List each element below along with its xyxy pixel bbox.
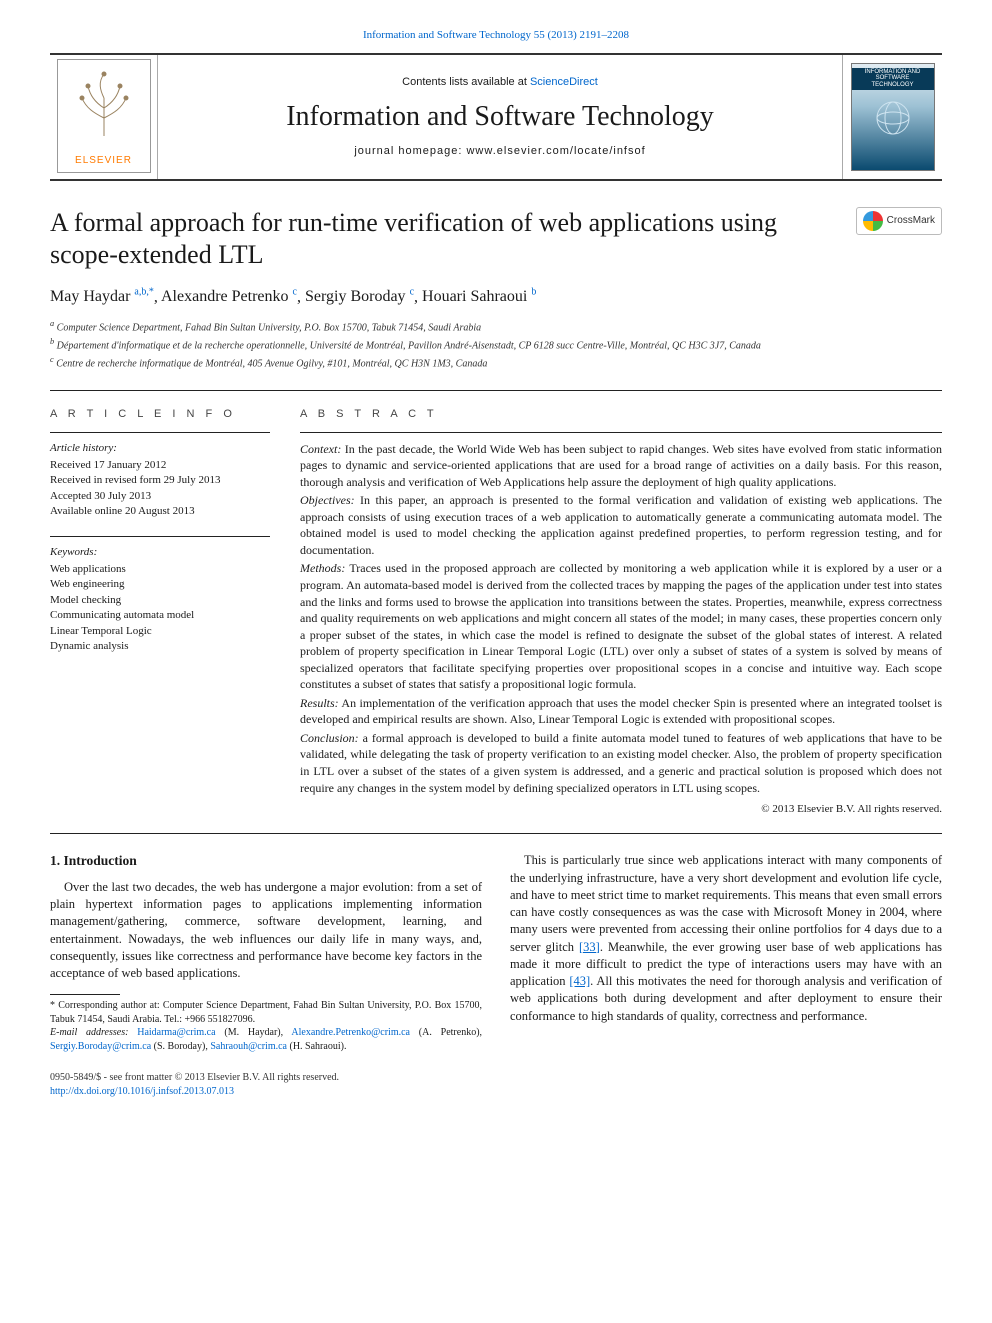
email-who: (A. Petrenko) (419, 1027, 480, 1038)
email-who: (M. Haydar) (224, 1027, 280, 1038)
affiliation: b Département d'informatique et de la re… (50, 336, 942, 353)
author: Alexandre Petrenko c (161, 288, 297, 305)
abs-label: Conclusion: (300, 731, 359, 745)
masthead: ELSEVIER Contents lists available at Sci… (50, 53, 942, 181)
publisher-name: ELSEVIER (75, 154, 132, 168)
sciencedirect-link[interactable]: ScienceDirect (530, 76, 598, 88)
abs-text: a formal approach is developed to build … (300, 731, 942, 795)
section-heading: 1. Introduction (50, 852, 482, 871)
body-columns: 1. Introduction Over the last two decade… (50, 852, 942, 1053)
cover-globe-icon (868, 90, 918, 140)
email-label: E-mail addresses: (50, 1027, 128, 1038)
affil-text: Centre de recherche informatique de Mont… (56, 359, 487, 370)
author: Houari Sahraoui b (422, 288, 536, 305)
author: May Haydar a,b,* (50, 288, 154, 305)
author: Sergiy Boroday c (305, 288, 414, 305)
email-who: (H. Sahraoui) (290, 1041, 344, 1052)
abs-text: Traces used in the proposed approach are… (300, 561, 942, 691)
affil-text: Computer Science Department, Fahad Bin S… (57, 322, 482, 333)
keyword: Dynamic analysis (50, 639, 270, 654)
publisher-logo[interactable]: ELSEVIER (50, 55, 158, 179)
author-name: Sergiy Boroday (305, 288, 406, 305)
author-affil-mark[interactable]: b (531, 287, 536, 298)
keyword: Communicating automata model (50, 608, 270, 623)
abstract-copyright: © 2013 Elsevier B.V. All rights reserved… (300, 802, 942, 817)
contents-prefix: Contents lists available at (402, 76, 530, 88)
rule (50, 390, 942, 391)
abs-text: In the past decade, the World Wide Web h… (300, 442, 942, 489)
email-who: (S. Boroday) (154, 1041, 206, 1052)
body-paragraph: This is particularly true since web appl… (510, 852, 942, 1025)
cover-title: INFORMATION AND SOFTWARE TECHNOLOGY (852, 68, 934, 90)
affil-text: Département d'informatique et de la rech… (57, 340, 761, 351)
email-link[interactable]: Alexandre.Petrenko@crim.ca (291, 1027, 410, 1038)
abs-label: Methods: (300, 561, 345, 575)
author-affil-mark[interactable]: c (410, 287, 414, 298)
affiliation: a Computer Science Department, Fahad Bin… (50, 318, 942, 335)
citation-link[interactable]: [33] (579, 940, 600, 954)
corresponding-author: * Corresponding author at: Computer Scie… (50, 999, 482, 1026)
affiliation: c Centre de recherche informatique de Mo… (50, 354, 942, 371)
affil-mark: a (50, 319, 54, 328)
journal-cover[interactable]: INFORMATION AND SOFTWARE TECHNOLOGY (842, 55, 942, 179)
elsevier-tree-icon (74, 68, 134, 138)
history-item: Accepted 30 July 2013 (50, 489, 270, 504)
email-link[interactable]: Sergiy.Boroday@crim.ca (50, 1041, 151, 1052)
contents-line: Contents lists available at ScienceDirec… (402, 75, 598, 90)
body-paragraph: Over the last two decades, the web has u… (50, 879, 482, 983)
affiliations: a Computer Science Department, Fahad Bin… (50, 318, 942, 372)
crossmark-label: CrossMark (887, 214, 935, 228)
abs-label: Context: (300, 442, 341, 456)
email-link[interactable]: Sahraouh@crim.ca (210, 1041, 287, 1052)
rule (50, 536, 270, 537)
keyword: Linear Temporal Logic (50, 624, 270, 639)
crossmark-badge[interactable]: CrossMark (856, 207, 942, 235)
body-text: This is particularly true since web appl… (510, 853, 942, 953)
rule (50, 432, 270, 433)
affil-mark: c (50, 355, 54, 364)
issn-line: 0950-5849/$ - see front matter © 2013 El… (50, 1071, 942, 1085)
doi-link[interactable]: http://dx.doi.org/10.1016/j.infsof.2013.… (50, 1086, 234, 1097)
journal-name: Information and Software Technology (286, 98, 714, 136)
abs-label: Objectives: (300, 493, 355, 507)
issue-citation-link[interactable]: Information and Software Technology 55 (… (363, 29, 629, 41)
article-info-heading: A R T I C L E I N F O (50, 407, 270, 422)
history-head: Article history: (50, 441, 270, 456)
author-list: May Haydar a,b,*, Alexandre Petrenko c, … (50, 286, 942, 308)
history-item: Received in revised form 29 July 2013 (50, 473, 270, 488)
keyword: Model checking (50, 593, 270, 608)
abs-text: In this paper, an approach is presented … (300, 493, 942, 557)
front-matter-footer: 0950-5849/$ - see front matter © 2013 El… (50, 1071, 942, 1098)
keyword: Web applications (50, 562, 270, 577)
keywords-head: Keywords: (50, 545, 270, 560)
author-affil-mark[interactable]: c (293, 287, 297, 298)
abs-text: An implementation of the verification ap… (300, 696, 942, 727)
author-name: Alexandre Petrenko (161, 288, 289, 305)
article-history: Article history: Received 17 January 201… (50, 441, 270, 520)
email-link[interactable]: Haidarma@crim.ca (137, 1027, 215, 1038)
issue-citation: Information and Software Technology 55 (… (50, 28, 942, 43)
abs-label: Results: (300, 696, 339, 710)
rule (300, 432, 942, 433)
journal-homepage: journal homepage: www.elsevier.com/locat… (354, 144, 645, 159)
rule (50, 833, 942, 834)
author-affil-mark[interactable]: a,b,* (134, 287, 153, 298)
email-addresses: E-mail addresses: Haidarma@crim.ca (M. H… (50, 1026, 482, 1053)
affil-mark: b (50, 337, 54, 346)
abstract: Context: In the past decade, the World W… (300, 441, 942, 818)
abstract-heading: A B S T R A C T (300, 407, 942, 422)
author-name: May Haydar (50, 288, 130, 305)
paper-title: A formal approach for run-time verificat… (50, 207, 810, 272)
citation-link[interactable]: [43] (569, 974, 590, 988)
crossmark-icon (863, 211, 883, 231)
history-item: Received 17 January 2012 (50, 458, 270, 473)
history-item: Available online 20 August 2013 (50, 504, 270, 519)
keywords: Keywords: Web applications Web engineeri… (50, 545, 270, 655)
keyword: Web engineering (50, 577, 270, 592)
author-name: Houari Sahraoui (422, 288, 527, 305)
footnotes: * Corresponding author at: Computer Scie… (50, 994, 482, 1053)
